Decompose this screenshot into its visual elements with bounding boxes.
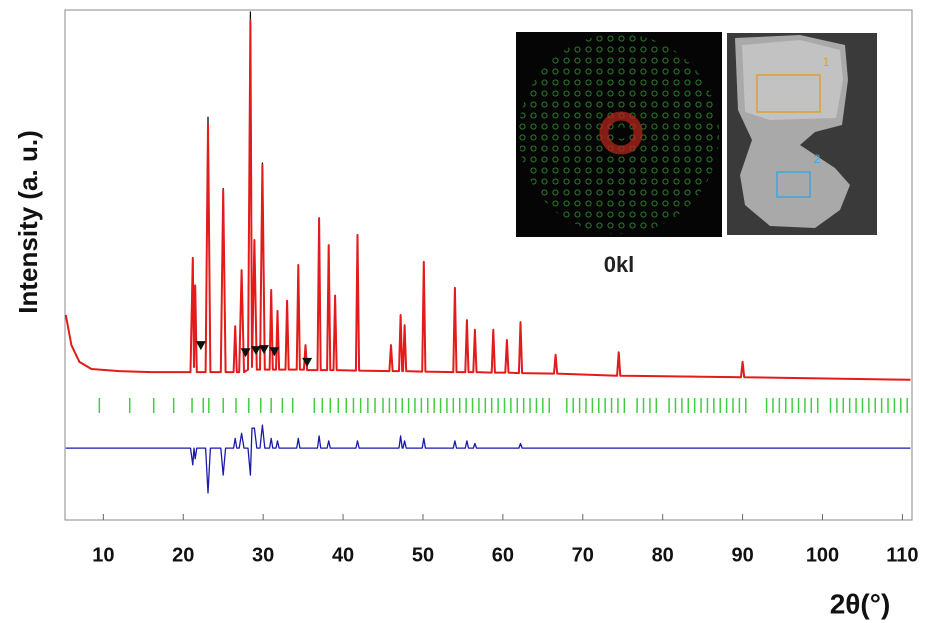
x-tick-label: 100: [806, 544, 839, 566]
x-tick-label: 50: [412, 544, 434, 566]
region-label: 2: [814, 152, 821, 166]
y-axis-label: Intensity (a. u.): [13, 130, 43, 313]
inset-sem: [727, 33, 877, 235]
peak-marker: [195, 341, 206, 351]
inset-diffraction: [516, 32, 722, 237]
pattern-line: [65, 424, 911, 494]
x-tick-label: 60: [492, 544, 514, 566]
region-label: 1: [823, 55, 830, 69]
peak-marker: [258, 345, 269, 355]
x-tick-label: 40: [332, 544, 354, 566]
plot-frame: [64, 9, 913, 521]
peak-marker: [240, 348, 251, 358]
x-tick-label: 30: [252, 544, 274, 566]
peak-marker: [302, 357, 313, 367]
plot-area: [64, 11, 911, 494]
x-tick-label: 10: [92, 544, 114, 566]
x-tick-label: 110: [886, 544, 918, 566]
peak-marker: [269, 347, 280, 357]
inset-label: 0kl: [604, 252, 635, 277]
x-tick-label: 70: [572, 544, 594, 566]
peak-marker: [250, 346, 261, 356]
x-tick-label: 20: [172, 544, 194, 566]
x-tick-label: 90: [731, 544, 753, 566]
x-tick-label: 80: [652, 544, 674, 566]
pattern-line: [64, 19, 911, 381]
x-axis-label: 2θ(°): [830, 588, 891, 619]
